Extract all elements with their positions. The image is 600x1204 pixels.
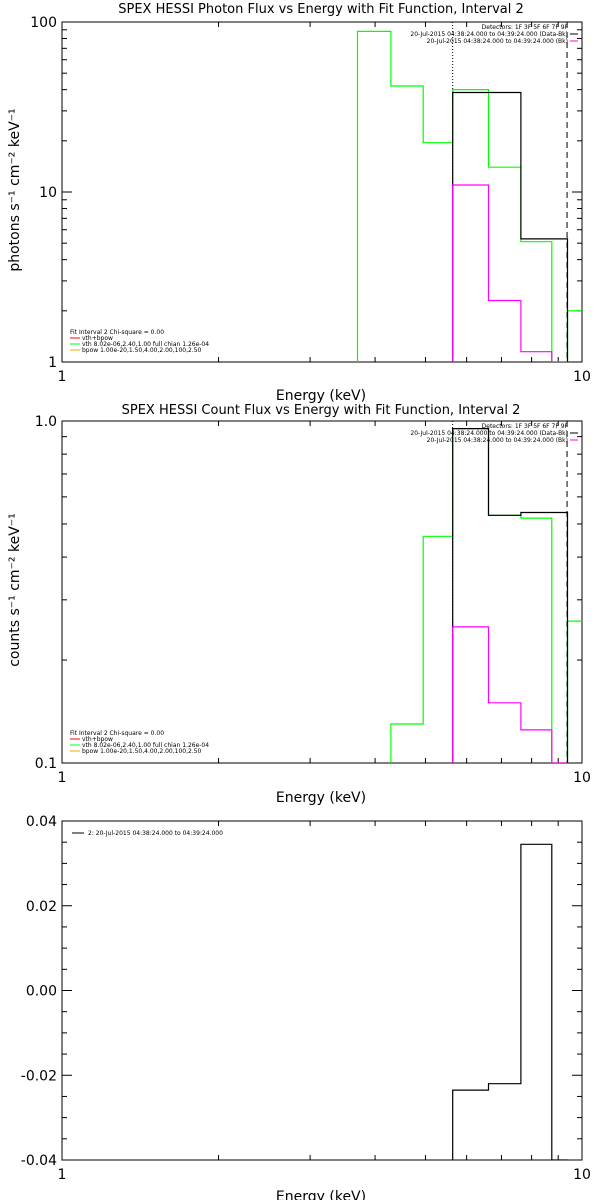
legend-entry: 2: 20-Jul-2015 04:38:24.000 to 04:39:24.…: [88, 830, 223, 837]
x-tick-label: 10: [573, 1167, 591, 1183]
y-tick-label: 100: [30, 15, 57, 31]
y-axis-label-count: counts s⁻¹ cm⁻² keV⁻¹: [7, 513, 23, 667]
y-tick-label: 1.0: [35, 414, 57, 430]
plot-data: [452, 843, 568, 1160]
plot-frame: [61, 21, 583, 363]
legend-entry: vth+bpow: [82, 335, 113, 342]
legend-entry: vth 8.02e-06,2.40,1.00 full chian 1.26e-…: [82, 341, 209, 348]
plot-frame: [61, 420, 583, 764]
y-tick-label: 1: [48, 355, 57, 371]
y-tick-label: 0.04: [26, 814, 57, 830]
legend-entry: Fit Interval 2 Chi-square = 0.00: [70, 730, 164, 737]
legend-top-right-entry: Detectors: 1F 3F 5F 6F 7F 9F: [482, 24, 569, 31]
y-tick-label: 10: [39, 185, 57, 201]
legend-entry: vth+bpow: [82, 736, 113, 743]
y-axis-label-photon: photons s⁻¹ cm⁻² keV⁻¹: [7, 108, 23, 271]
x-tick-label: 1: [58, 369, 67, 385]
count-flux-plot: 1 100.11.0 Detectors: 1F 3F 5F 6F 7F 9F20-…: [35, 414, 591, 786]
legend-entry: Fit Interval 2 Chi-square = 0.00: [70, 329, 164, 336]
series-2-20-jul-2015-04-38-24-000-to-04-39-24-000-line: [452, 843, 568, 1160]
x-tick-label: 10: [573, 369, 591, 385]
x-tick-label: 1: [58, 770, 67, 786]
x-axis-label-residuals: Energy (keV): [276, 1189, 366, 1200]
series-vth-line: [390, 428, 582, 763]
x-axis-label-count: Energy (keV): [276, 790, 366, 806]
x-tick-label: 1: [58, 1167, 67, 1183]
residuals-plot: 1 10 -0.04 -0.02 0.00 0.02 0.04 2: 20-Jul-2015 …: [21, 814, 591, 1183]
series-bpow-line: [452, 626, 568, 763]
legend-top-right-entry: Detectors: 1F 3F 5F 6F 7F 9F: [482, 423, 569, 430]
series-vth-line: [356, 30, 582, 362]
y-tick-label: 0.02: [26, 899, 57, 915]
series-vth-bpow-line: [452, 428, 569, 763]
x-axis-label-photon: Energy (keV): [276, 388, 366, 404]
y-tick-label: 0.00: [26, 984, 57, 1000]
y-tick-label: 0.1: [35, 756, 57, 772]
x-tick-label: 10: [573, 770, 591, 786]
legend-entry: vth 8.02e-06,2.40,1.00 full chian 1.26e-…: [82, 742, 209, 749]
series-vth-bpow-line: [452, 91, 569, 362]
legend-top-right-entry: 20-Jul-2015 04:38:24.000 to 04:39:24.000…: [410, 31, 568, 38]
y-tick-label: -0.04: [21, 1153, 57, 1169]
plot-data: [390, 421, 582, 763]
legend-top-right-entry: 20-Jul-2015 04:38:24.000 to 04:39:24.000…: [427, 437, 568, 444]
plot-data: [356, 22, 582, 362]
plot-frame: [61, 820, 583, 1161]
y-tick-label: -0.02: [21, 1068, 57, 1084]
chart-title-count: SPEX HESSI Count Flux vs Energy with Fit…: [122, 403, 521, 418]
series-bpow-line: [452, 184, 568, 362]
legend-top-right-entry: 20-Jul-2015 04:38:24.000 to 04:39:24.000…: [410, 430, 568, 437]
legend-top-right-entry: 20-Jul-2015 04:38:24.000 to 04:39:24.000…: [427, 38, 568, 45]
chart-title-photon: SPEX HESSI Photon Flux vs Energy with Fi…: [118, 2, 524, 17]
legend-entry: bpow 1.00e-20,1.50,4.00,2.00,100,2.50: [82, 748, 202, 755]
legend-entry: bpow 1.00e-20,1.50,4.00,2.00,100,2.50: [82, 347, 202, 354]
